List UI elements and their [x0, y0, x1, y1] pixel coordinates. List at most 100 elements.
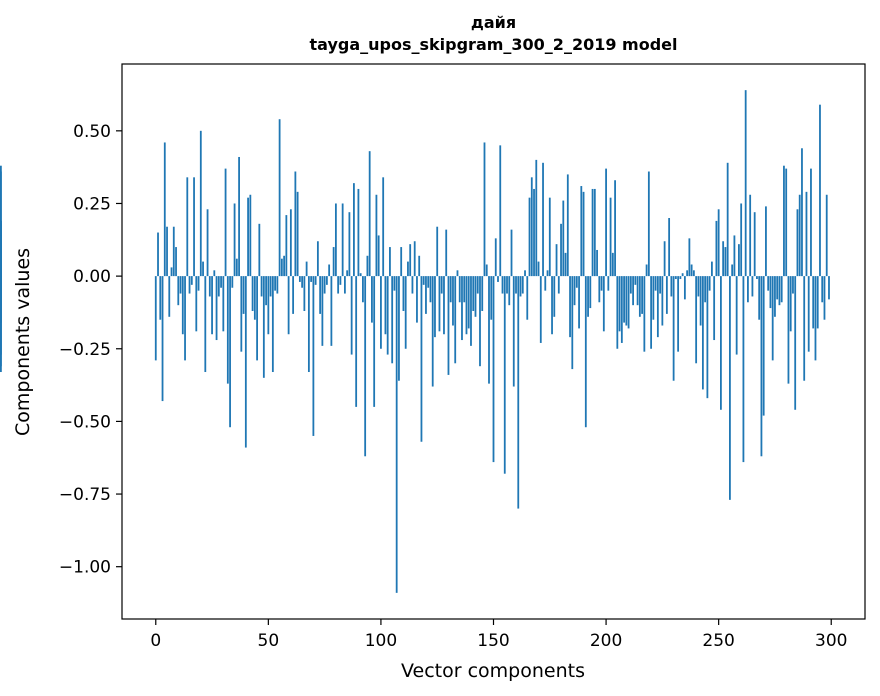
bar [715, 220, 718, 277]
bar [807, 276, 810, 352]
bar [371, 276, 373, 323]
bar [650, 276, 653, 349]
bar-series [0, 90, 830, 593]
bar [283, 255, 286, 277]
bar [161, 276, 164, 402]
bar [411, 276, 414, 294]
bar [566, 174, 569, 277]
x-tick-label: 50 [258, 631, 280, 651]
bar [222, 276, 225, 332]
bar [557, 276, 560, 294]
bar [294, 171, 297, 277]
bar [785, 168, 788, 277]
bar [744, 90, 747, 277]
bar [231, 276, 234, 288]
bar [409, 244, 412, 277]
bar [350, 276, 353, 355]
y-axis: −1.00 −0.75 −0.50 −0.25 0.00 0.25 0.50 [59, 122, 122, 578]
bar [172, 226, 175, 277]
bar [269, 276, 272, 297]
chart-subtitle: tayga_upos_skipgram_300_2_2019 model [309, 35, 678, 54]
bar [623, 276, 625, 323]
bar [368, 151, 371, 277]
bar [679, 276, 682, 280]
bar [497, 276, 499, 282]
y-tick-label: 0.50 [73, 122, 111, 142]
bar [587, 276, 589, 317]
bar [555, 244, 558, 277]
bar [789, 276, 792, 332]
bar [517, 276, 520, 509]
bar [593, 188, 596, 277]
bar [319, 276, 322, 314]
bar [704, 276, 707, 303]
bar [398, 276, 400, 381]
bar [303, 276, 306, 311]
bar [663, 241, 666, 277]
y-tick-label: −0.25 [59, 340, 111, 360]
bar [690, 264, 693, 277]
bar [632, 276, 634, 306]
y-tick-label: −0.50 [59, 412, 111, 432]
bar [607, 276, 610, 291]
bar [692, 270, 695, 277]
bar [479, 276, 481, 367]
bar [560, 223, 562, 277]
bar [364, 276, 367, 457]
bar [305, 261, 308, 277]
bar [747, 276, 749, 303]
bar [629, 276, 632, 294]
bar [177, 276, 180, 306]
bar [215, 276, 218, 341]
bar [805, 191, 808, 277]
bar [375, 194, 378, 277]
bar [391, 276, 394, 364]
bar [578, 276, 580, 329]
bar [762, 276, 765, 416]
bar [539, 276, 542, 343]
bar [427, 276, 430, 288]
bar [600, 276, 603, 291]
bar [506, 276, 508, 294]
bar [217, 276, 220, 297]
bar [407, 261, 409, 277]
y-tick-label: −1.00 [59, 558, 111, 578]
bar [166, 226, 168, 277]
bar [265, 276, 267, 306]
bar [339, 276, 342, 285]
bar [312, 276, 315, 436]
bar [490, 276, 493, 320]
bar [756, 276, 758, 280]
bar [515, 276, 517, 294]
bar [373, 276, 376, 407]
bar [434, 276, 436, 338]
bar [420, 276, 423, 442]
bar [175, 247, 177, 277]
bar [470, 276, 472, 346]
bar [575, 276, 578, 288]
bar [654, 276, 657, 291]
bar [278, 119, 281, 277]
bar [251, 276, 254, 311]
bar [492, 276, 495, 463]
bar [253, 276, 256, 320]
bar [280, 258, 283, 277]
bar [760, 276, 763, 457]
bar [267, 276, 270, 335]
bar [463, 276, 466, 303]
bar [548, 197, 551, 277]
bar [765, 206, 767, 277]
bar [235, 258, 238, 277]
bar [483, 142, 486, 277]
bar [742, 276, 745, 463]
bar [767, 276, 770, 291]
bar [823, 276, 826, 320]
bar [562, 200, 565, 277]
bar [449, 276, 452, 303]
x-tick-label: 150 [477, 631, 509, 651]
chart-title: дайя [470, 13, 517, 32]
bar [569, 276, 571, 338]
bar [814, 276, 817, 361]
bar [641, 276, 643, 314]
bar [821, 276, 824, 303]
